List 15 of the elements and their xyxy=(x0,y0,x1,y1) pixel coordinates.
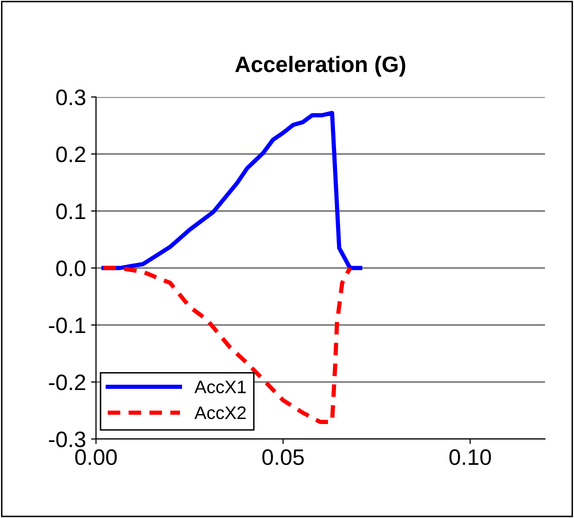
y-tick-label: 0.1 xyxy=(56,204,86,220)
line-series xyxy=(101,110,362,270)
legend-label: AccX2 xyxy=(194,406,246,420)
y-tick-label: -0.3 xyxy=(48,432,86,448)
legend-label: AccX1 xyxy=(194,380,246,394)
x-tick-label: 0.10 xyxy=(449,449,491,466)
x-tick-label: 0.00 xyxy=(75,449,117,466)
line-series xyxy=(101,266,352,424)
x-tick-label: 0.05 xyxy=(262,449,304,466)
chart-title: Acceleration (G) xyxy=(235,56,406,77)
y-tick-label: 0.3 xyxy=(56,90,86,106)
y-tick-label: -0.2 xyxy=(48,374,86,390)
y-tick-label: 0.0 xyxy=(56,260,86,276)
y-tick-label: 0.2 xyxy=(56,146,86,162)
y-tick-label: -0.1 xyxy=(48,318,86,334)
